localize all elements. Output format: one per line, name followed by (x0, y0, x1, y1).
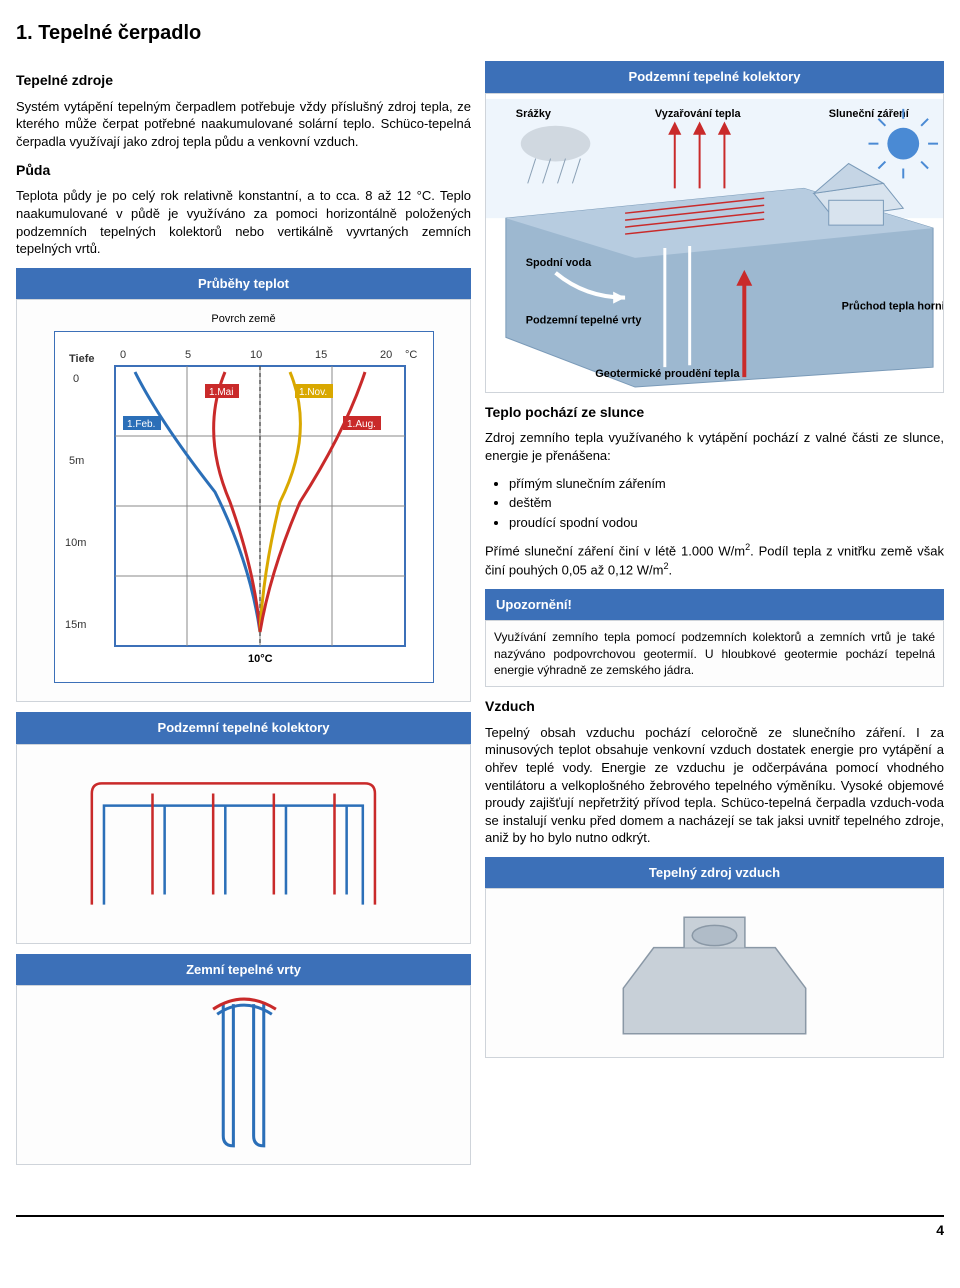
center-label: 10°C (248, 653, 273, 665)
diagram-header: Podzemní tepelné kolektory (485, 61, 944, 93)
page-title: 1. Tepelné čerpadlo (16, 20, 944, 47)
drills-header: Zemní tepelné vrty (16, 954, 471, 986)
list-item: přímým slunečním zářením (509, 475, 944, 493)
label-mai: 1.Mai (209, 387, 233, 398)
label-geoflow: Geotermické proudění tepla (595, 368, 740, 380)
para-soil: Teplota půdy je po celý rok relativně ko… (16, 187, 471, 257)
heading-air: Vzduch (485, 697, 944, 716)
para-sources: Systém vytápění tepelným čerpadlem potře… (16, 98, 471, 151)
collectors-header: Podzemní tepelné kolektory (16, 712, 471, 744)
y-tick: 5m (69, 455, 84, 467)
air-figure (485, 888, 944, 1058)
notice-header: Upozornění! (485, 589, 944, 621)
cloud-icon (521, 125, 591, 161)
chart-top-label: Povrch země (25, 312, 462, 327)
sun-icon (887, 127, 919, 159)
y-tick: 0 (73, 373, 79, 385)
notice-body: Využívání zemního tepla pomocí podzemníc… (485, 620, 944, 687)
left-column: Tepelné zdroje Systém vytápění tepelným … (16, 61, 471, 1175)
x-unit: °C (405, 349, 417, 361)
air-header: Tepelný zdroj vzduch (485, 857, 944, 889)
label-radiation: Vyzařování tepla (655, 107, 742, 119)
label-nov: 1.Nov. (299, 387, 327, 398)
label-drills: Podzemní tepelné vrty (526, 314, 642, 326)
label-conduction: Průchod tepla horninou (842, 300, 943, 312)
heading-soil: Půda (16, 161, 471, 180)
label-aug: 1.Aug. (347, 419, 376, 430)
collectors-figure (16, 744, 471, 944)
x-tick: 10 (250, 349, 262, 361)
heading-sun-heat: Teplo pochází ze slunce (485, 403, 944, 422)
y-tick: 10m (65, 537, 86, 549)
para-sun-heat: Zdroj zemního tepla využívaného k vytápě… (485, 429, 944, 464)
label-sun: Sluneční záření (829, 107, 910, 119)
chart-header: Průběhy teplot (16, 268, 471, 300)
heat-pump-unit-icon (623, 918, 805, 1035)
label-groundwater: Spodní voda (526, 256, 592, 268)
energy-transfer-list: přímým slunečním zářením deštěm proudící… (485, 475, 944, 532)
y-label: Tiefe (69, 353, 94, 365)
collector-diagram: Srážky Vyzařování tepla Sluneční záření (485, 93, 944, 393)
x-tick: 15 (315, 349, 327, 361)
heading-sources: Tepelné zdroje (16, 71, 471, 90)
x-tick: 5 (185, 349, 191, 361)
list-item: proudící spodní vodou (509, 514, 944, 532)
x-tick: 0 (120, 349, 126, 361)
label-feb: 1.Feb. (127, 419, 155, 430)
right-column: Podzemní tepelné kolektory Srážky Vyzařo… (485, 61, 944, 1175)
x-tick: 20 (380, 349, 392, 361)
list-item: deštěm (509, 494, 944, 512)
page-number: 4 (936, 1222, 944, 1238)
drills-figure (16, 985, 471, 1165)
chart-panel: Povrch země 0 5 10 15 20 °C Tiefe 0 (16, 299, 471, 702)
depth-temp-chart: 0 5 10 15 20 °C Tiefe 0 5m 10m 15m (54, 331, 434, 683)
label-rain: Srážky (516, 107, 551, 119)
page-footer: 4 (16, 1215, 944, 1240)
y-tick: 15m (65, 619, 86, 631)
para-air: Tepelný obsah vzduchu pochází celoročně … (485, 724, 944, 847)
para-radiation-value: Přímé sluneční záření činí v létě 1.000 … (485, 541, 944, 579)
